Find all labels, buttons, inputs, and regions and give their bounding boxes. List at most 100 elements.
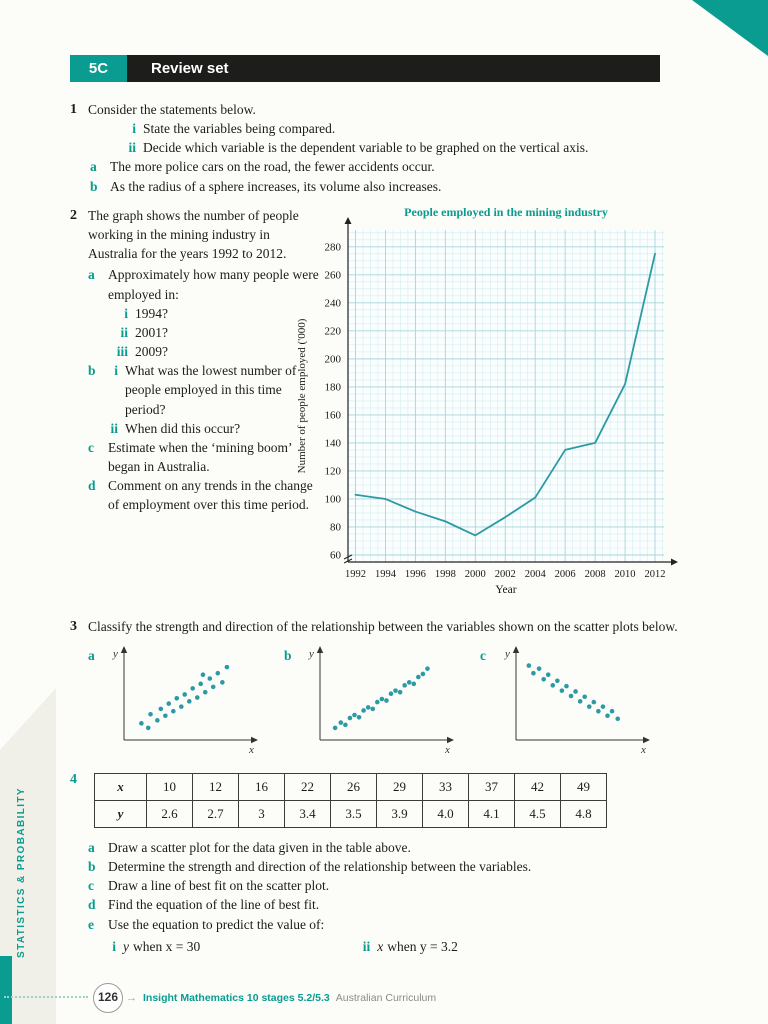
table-row-x: x 10 12 16 22 26 29 33 37 42 49 bbox=[94, 773, 607, 801]
svg-text:140: 140 bbox=[325, 437, 342, 449]
section-code: 5C bbox=[70, 55, 127, 82]
part-text: As the radius of a sphere increases, its… bbox=[110, 178, 442, 194]
y-value-cell: 4.1 bbox=[468, 800, 515, 828]
part-label: b bbox=[90, 178, 98, 194]
x-value-cell: 37 bbox=[468, 773, 515, 801]
question-number: 3 bbox=[70, 619, 77, 634]
scatter-plot-a: yx bbox=[112, 645, 258, 756]
svg-text:2004: 2004 bbox=[525, 569, 547, 580]
svg-text:y: y bbox=[504, 648, 510, 660]
part-label: c bbox=[88, 878, 94, 894]
roman-label: ii bbox=[120, 324, 128, 340]
predict-row: i y when x = 30 ii x when y = 3.2 bbox=[96, 937, 710, 956]
data-table: x 10 12 16 22 26 29 33 37 42 49 y bbox=[94, 773, 607, 828]
sidebar-accent-bar bbox=[0, 956, 12, 1024]
y-value-cell: 4.0 bbox=[422, 800, 469, 828]
svg-text:Number of people employed ('00: Number of people employed ('000) bbox=[296, 318, 308, 473]
part-label: d bbox=[88, 897, 96, 913]
y-value-cell: 3.9 bbox=[376, 800, 423, 828]
footer-series-title: Insight Mathematics 10 stages 5.2/5.3 bbox=[143, 992, 330, 1005]
corner-decoration bbox=[692, 0, 768, 56]
svg-text:160: 160 bbox=[325, 409, 342, 421]
part-text: Determine the strength and direction of … bbox=[108, 859, 532, 875]
roman-label: i bbox=[132, 121, 136, 137]
scatter-plot-c: yx bbox=[504, 645, 650, 756]
y-value-cell: 4.5 bbox=[514, 800, 561, 828]
svg-text:1994: 1994 bbox=[375, 569, 397, 580]
plot-label: b bbox=[284, 647, 292, 663]
roman-label: ii bbox=[110, 420, 118, 436]
svg-text:Year: Year bbox=[495, 584, 516, 596]
x-value-cell: 22 bbox=[284, 773, 331, 801]
page-number-badge: 126 bbox=[93, 983, 123, 1013]
svg-text:x: x bbox=[444, 744, 450, 756]
part-label: b bbox=[88, 363, 96, 379]
part-text: Approximately how many people were emplo… bbox=[108, 267, 319, 302]
svg-text:x: x bbox=[640, 744, 646, 756]
x-value-cell: 26 bbox=[330, 773, 377, 801]
part-text: The more police cars on the road, the fe… bbox=[110, 159, 435, 175]
footer: → Insight Mathematics 10 stages 5.2/5.3 … bbox=[126, 991, 436, 1007]
svg-text:240: 240 bbox=[325, 297, 342, 309]
x-value-cell: 12 bbox=[192, 773, 239, 801]
y-value-cell: 4.8 bbox=[560, 800, 607, 828]
plot-label: c bbox=[480, 647, 486, 663]
table-row-y: y 2.6 2.7 3 3.4 3.5 3.9 4.0 4.1 4.5 4.8 bbox=[94, 800, 607, 828]
y-value-cell: 3.5 bbox=[330, 800, 377, 828]
svg-text:60: 60 bbox=[330, 549, 342, 561]
svg-text:1992: 1992 bbox=[345, 569, 366, 580]
x-label-cell: x bbox=[94, 773, 147, 801]
roman-text: When did this occur? bbox=[125, 420, 241, 436]
x-value-cell: 10 bbox=[146, 773, 193, 801]
roman-label: ii bbox=[362, 938, 371, 954]
svg-text:y: y bbox=[112, 648, 118, 660]
part-text: Draw a line of best fit on the scatter p… bbox=[108, 878, 330, 894]
section-title: Review set bbox=[151, 59, 229, 77]
svg-text:People employed in the mining: People employed in the mining industry bbox=[404, 205, 608, 219]
roman-text: Decide which variable is the dependent v… bbox=[143, 140, 589, 156]
footer-dotted-leader bbox=[4, 996, 88, 998]
roman-text: What was the lowest number of people emp… bbox=[125, 363, 297, 417]
svg-text:2012: 2012 bbox=[645, 569, 666, 580]
plot-label: a bbox=[88, 647, 95, 663]
footer-curriculum: Australian Curriculum bbox=[335, 992, 437, 1005]
part-text: Find the equation of the line of best fi… bbox=[108, 897, 320, 913]
roman-label: i bbox=[114, 363, 118, 379]
part-label: d bbox=[88, 478, 96, 494]
svg-text:2002: 2002 bbox=[495, 569, 516, 580]
part-text: Estimate when the ‘mining boom’ began in… bbox=[108, 439, 292, 475]
section-header: 5C Review set bbox=[70, 55, 660, 82]
part-text: Comment on any trends in the change of e… bbox=[108, 478, 313, 513]
svg-text:80: 80 bbox=[330, 521, 342, 533]
x-value-cell: 33 bbox=[422, 773, 469, 801]
roman-text: 2001? bbox=[135, 324, 168, 340]
svg-text:200: 200 bbox=[325, 353, 342, 365]
part-label: a bbox=[88, 840, 95, 855]
footer-arrow-icon: → bbox=[126, 992, 137, 1004]
question-number: 4 bbox=[70, 772, 77, 787]
svg-text:1998: 1998 bbox=[435, 569, 456, 580]
svg-text:2006: 2006 bbox=[555, 569, 576, 580]
x-value-cell: 29 bbox=[376, 773, 423, 801]
roman-label: i bbox=[112, 938, 116, 954]
question-intro: Classify the strength and direction of t… bbox=[88, 619, 678, 634]
question-1: 1 Consider the statements below. i State… bbox=[70, 100, 690, 196]
svg-text:1996: 1996 bbox=[405, 569, 426, 580]
roman-label: i bbox=[124, 305, 128, 321]
svg-text:2000: 2000 bbox=[465, 569, 486, 580]
x-value-cell: 49 bbox=[560, 773, 607, 801]
y-value-cell: 3.4 bbox=[284, 800, 331, 828]
scatter-plot-b: yx bbox=[308, 645, 454, 756]
mining-employment-graph: 60 80 100 120 140 160 180 200 220 240 260 280 1992 19… bbox=[296, 205, 678, 596]
y-label-cell: y bbox=[94, 800, 147, 828]
question-intro: Consider the statements below. bbox=[88, 102, 256, 117]
svg-text:260: 260 bbox=[325, 269, 342, 281]
y-value-cell: 3 bbox=[238, 800, 285, 828]
question-2: 2 The graph shows the number of people w… bbox=[70, 206, 320, 515]
part-label: a bbox=[90, 159, 97, 175]
svg-text:220: 220 bbox=[325, 325, 342, 337]
